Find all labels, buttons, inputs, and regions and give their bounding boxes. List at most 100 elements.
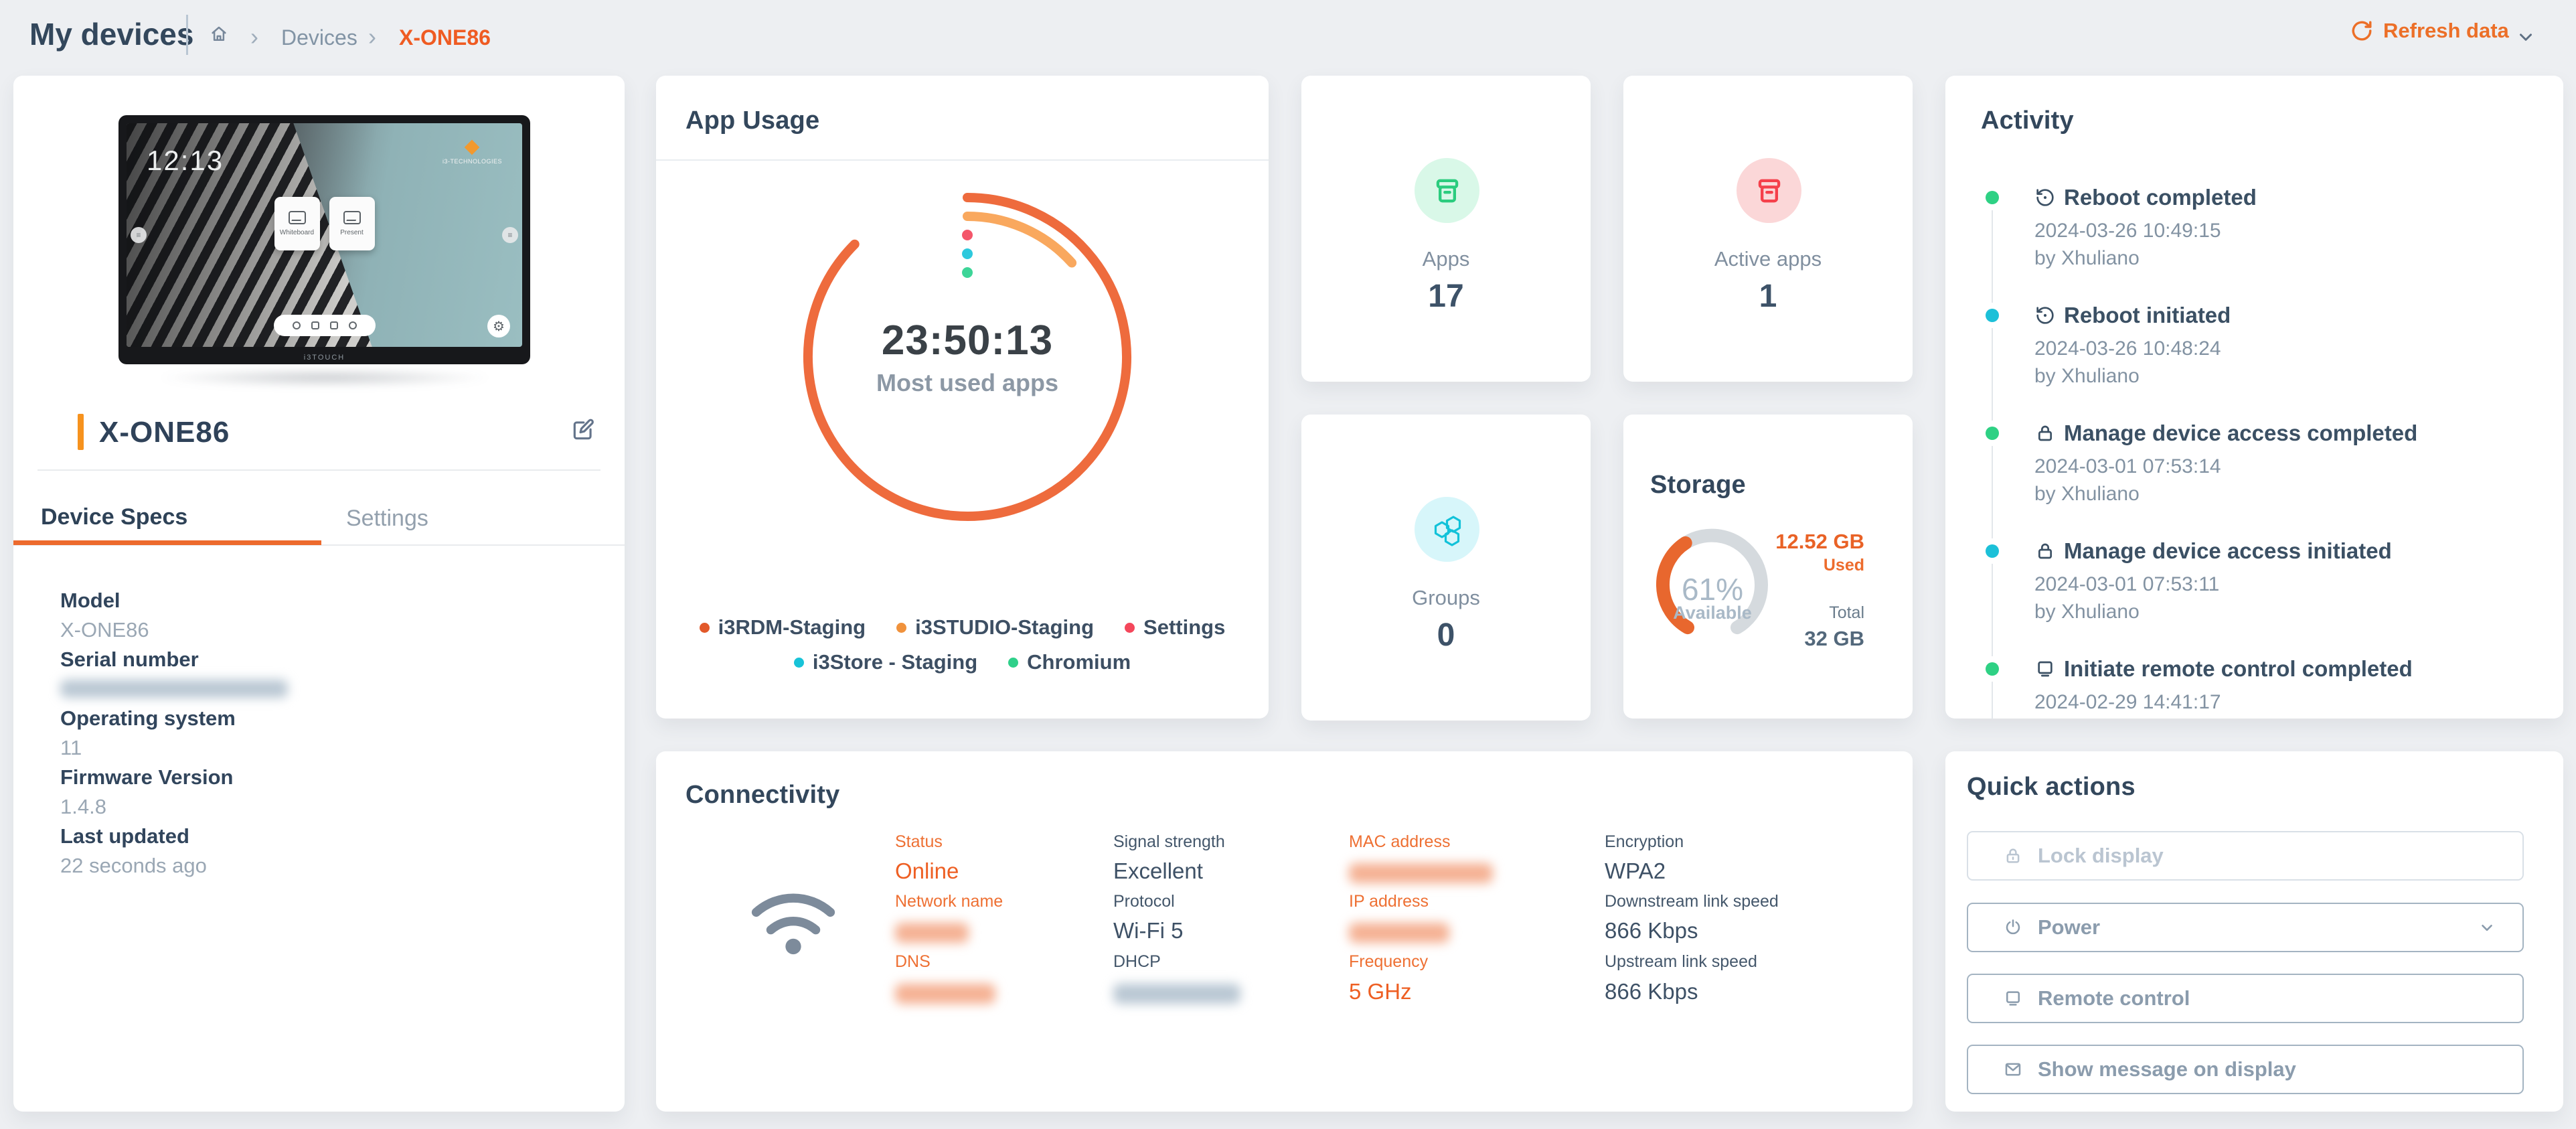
wifi-icon: [746, 882, 840, 960]
screenshot-logo: i3-TECHNOLOGIES: [442, 139, 502, 165]
power-icon: [2003, 917, 2023, 937]
field-label-encryption: Encryption: [1605, 832, 1684, 851]
breadcrumb-separator: ›: [368, 23, 376, 50]
power-button[interactable]: Power: [1967, 903, 2524, 952]
active-apps-count: 1: [1759, 279, 1777, 314]
screenshot-right-handle: ≡: [502, 227, 518, 243]
field-value-status: Online: [895, 858, 959, 883]
connectivity-card: Connectivity Status Online Network name …: [656, 751, 1913, 1112]
spec-label: Model: [60, 589, 120, 612]
envelope-icon: [2003, 1059, 2023, 1079]
app-usage-total-time: 23:50:13: [881, 317, 1054, 364]
app-usage-title: App Usage: [686, 106, 820, 135]
activity-item-timestamp: 2024-03-01 07:53:14: [2034, 455, 2221, 477]
breadcrumb-separator: ›: [250, 23, 258, 50]
legend-item-i3studio[interactable]: i3STUDIO-Staging: [896, 615, 1094, 639]
activity-title: Activity: [1981, 106, 2074, 135]
activity-item-timestamp: 2024-03-26 10:48:24: [2034, 337, 2221, 360]
legend-item-settings[interactable]: Settings: [1125, 615, 1225, 639]
spec-label: Firmware Version: [60, 765, 234, 789]
show-message-label: Show message on display: [2038, 1057, 2296, 1081]
activity-card: Activity Reboot completed 2024-03-26 10:…: [1945, 76, 2563, 719]
screenshot-brand: i3TOUCH: [303, 354, 345, 362]
active-apps-label: Active apps: [1714, 247, 1822, 271]
activity-item-user: by Xhuliano: [2034, 365, 2140, 387]
lock-display-label: Lock display: [2038, 844, 2164, 867]
apps-card: Apps 17: [1301, 76, 1591, 382]
divider: [37, 469, 600, 471]
quick-actions-title: Quick actions: [1967, 773, 2136, 801]
divider: [656, 159, 1269, 161]
activity-item-timestamp: 2024-02-29 14:41:17: [2034, 691, 2221, 713]
device-shadow: [151, 368, 499, 387]
legend-item-i3store[interactable]: i3Store - Staging: [793, 650, 977, 674]
timeline-line: [1992, 198, 1993, 719]
device-name: X-ONE86: [99, 416, 230, 449]
field-value-signal-strength: Excellent: [1113, 858, 1203, 883]
field-value-protocol: Wi-Fi 5: [1113, 918, 1184, 943]
device-name-accent-bar: [78, 414, 84, 450]
groups-label: Groups: [1412, 586, 1480, 609]
device-screenshot: 12:13 i3-TECHNOLOGIES Whiteboard Present…: [118, 115, 530, 364]
breadcrumb-devices[interactable]: Devices: [281, 25, 357, 50]
storage-gauge-chart: [1656, 528, 1768, 635]
legend-item-i3rdm[interactable]: i3RDM-Staging: [699, 615, 866, 639]
timeline-dot: [1986, 544, 1999, 558]
show-message-button[interactable]: Show message on display: [1967, 1045, 2524, 1094]
field-label-dns: DNS: [895, 952, 931, 971]
chevron-down-icon[interactable]: [2516, 27, 2536, 47]
mac-address-redacted: [1349, 863, 1493, 883]
lock-display-button[interactable]: Lock display: [1967, 831, 2524, 881]
app-usage-donut-chart: [803, 193, 1131, 521]
screenshot-whiteboard-button: Whiteboard: [274, 197, 320, 251]
legend-item-chromium[interactable]: Chromium: [1008, 650, 1131, 674]
field-value-frequency: 5 GHz: [1349, 979, 1412, 1004]
field-label-mac-address: MAC address: [1349, 832, 1451, 851]
active-apps-card: Active apps 1: [1623, 76, 1913, 382]
activity-item-timestamp: 2024-03-01 07:53:11: [2034, 573, 2220, 595]
refresh-data-button[interactable]: Refresh data: [2350, 19, 2509, 43]
storage-total-label: Total: [1829, 603, 1864, 622]
reboot-icon: [2034, 305, 2056, 326]
refresh-icon: [2350, 19, 2374, 43]
chevron-down-icon[interactable]: [2478, 919, 2496, 936]
legend-row: i3RDM-Staging i3STUDIO-Staging Settings: [656, 615, 1269, 639]
activity-item-title: Manage device access initiated: [2064, 538, 2392, 563]
spec-label: Serial number: [60, 648, 199, 671]
breadcrumb-current: X-ONE86: [399, 25, 491, 50]
apps-count: 17: [1428, 279, 1464, 314]
field-label-signal-strength: Signal strength: [1113, 832, 1225, 851]
serial-number-redacted: [60, 680, 288, 698]
spec-value: X-ONE86: [60, 618, 149, 642]
storage-title: Storage: [1650, 471, 1746, 499]
legend-dot: [896, 622, 907, 633]
spec-value: 22 seconds ago: [60, 854, 207, 877]
tab-settings[interactable]: Settings: [346, 506, 428, 531]
field-label-status: Status: [895, 832, 943, 851]
app-usage-card: App Usage 23:50:13 Most used apps i3RDM-…: [656, 76, 1269, 719]
quick-actions-card: Quick actions Lock display Power Remote …: [1945, 751, 2563, 1112]
connectivity-title: Connectivity: [686, 781, 840, 809]
dhcp-redacted: [1113, 984, 1240, 1004]
field-label-frequency: Frequency: [1349, 952, 1429, 971]
field-value-upstream: 866 Kbps: [1605, 979, 1698, 1004]
activity-item-title: Initiate remote control completed: [2064, 656, 2413, 681]
screenshot-left-handle: ≡: [131, 227, 147, 243]
timeline-dot: [1986, 662, 1999, 676]
tab-device-specs[interactable]: Device Specs: [41, 504, 188, 530]
spec-label: Operating system: [60, 706, 236, 730]
remote-control-button[interactable]: Remote control: [1967, 974, 2524, 1023]
apps-label: Apps: [1422, 247, 1470, 271]
home-icon[interactable]: [209, 24, 229, 44]
display-icon: [2003, 988, 2023, 1008]
dns-redacted: [895, 984, 995, 1004]
edit-icon[interactable]: [570, 417, 596, 443]
legend-dot: [1125, 622, 1135, 633]
field-label-dhcp: DHCP: [1113, 952, 1161, 971]
spec-list: Model X-ONE86 Serial number Operating sy…: [60, 586, 288, 881]
active-tab-indicator: [13, 540, 321, 545]
display-icon: [2034, 658, 2056, 680]
legend-dot: [793, 657, 804, 668]
activity-item-user: by Xhuliano: [2034, 247, 2140, 269]
storage-used-value: 12.52 GB: [1775, 530, 1864, 553]
